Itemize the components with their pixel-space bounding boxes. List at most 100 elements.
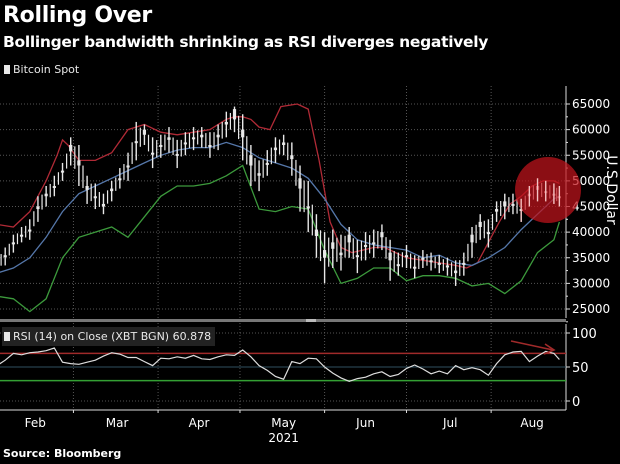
price-tick-label: 50000	[572, 174, 610, 188]
price-candle	[306, 206, 310, 209]
price-tick-label: 60000	[572, 123, 610, 137]
price-candle	[118, 178, 122, 181]
rsi-tick-label: 50	[572, 361, 589, 376]
price-candle	[437, 262, 441, 265]
price-candle	[462, 262, 466, 265]
price-candle	[445, 265, 450, 268]
price-candle	[60, 170, 65, 173]
price-candle	[290, 155, 294, 160]
price-candle	[331, 242, 335, 249]
price-candle	[36, 206, 40, 210]
panel-resize-handle	[306, 319, 316, 322]
price-candle	[470, 234, 474, 243]
price-candle	[421, 257, 425, 260]
price-candle	[175, 153, 179, 156]
price-candle	[216, 134, 220, 138]
price-candle	[396, 264, 400, 267]
upper-bollinger-band	[0, 103, 560, 269]
price-candle	[413, 266, 417, 269]
price-candle	[151, 152, 155, 155]
month-label: Aug	[520, 416, 543, 430]
price-candle	[241, 129, 245, 138]
price-candle	[298, 178, 302, 189]
price-candle	[314, 229, 319, 236]
price-candle	[52, 186, 56, 188]
chart-subtitle: Bollinger bandwidth shrinking as RSI div…	[3, 33, 489, 51]
price-tick-label: 35000	[572, 251, 610, 265]
price-tick-label: 30000	[572, 276, 610, 290]
rsi-legend-label: RSI (14) on Close (XBT BGN) 60.878	[13, 330, 212, 343]
highlight-circle	[515, 157, 581, 223]
rsi-legend: RSI (14) on Close (XBT BGN) 60.878	[2, 327, 216, 346]
price-candle	[249, 155, 253, 166]
price-candle	[454, 270, 458, 274]
rsi-line	[0, 347, 560, 382]
price-candle	[265, 162, 269, 165]
price-candle	[93, 196, 97, 199]
legend-swatch	[4, 65, 10, 74]
price-candle	[3, 255, 7, 258]
price-candle	[282, 142, 286, 145]
price-candle	[126, 165, 130, 168]
price-candle	[167, 137, 171, 140]
month-label: Jul	[442, 416, 457, 430]
rsi-divergence-arrow	[510, 340, 554, 351]
price-candle	[85, 186, 89, 190]
panel-separator	[0, 319, 566, 322]
price-candle	[323, 250, 327, 258]
price-candle	[388, 252, 392, 261]
price-candle	[19, 234, 24, 237]
source-note: Source: Bloomberg	[3, 447, 122, 460]
price-candle	[355, 255, 359, 258]
price-candle	[339, 252, 343, 256]
price-candle	[191, 137, 196, 140]
price-candle	[28, 229, 32, 232]
price-candle	[494, 209, 499, 212]
price-candle	[380, 232, 384, 238]
price-candle	[77, 160, 81, 166]
price-candle	[69, 145, 73, 152]
price-candle	[159, 145, 163, 147]
price-candle	[183, 142, 187, 145]
rsi-tick-label: 0	[572, 395, 580, 410]
rsi-legend-swatch	[4, 332, 10, 341]
price-candle	[44, 193, 48, 197]
price-candle	[232, 109, 237, 120]
price-candle	[429, 260, 433, 263]
price-candle	[101, 203, 106, 207]
price-tick-label: 65000	[572, 97, 610, 111]
price-candle	[11, 242, 15, 245]
price-candle	[208, 145, 212, 147]
month-label: May	[271, 416, 296, 430]
price-candle	[478, 221, 482, 227]
price-candle	[257, 173, 261, 176]
price-tick-label: 25000	[572, 302, 610, 316]
month-label: Apr	[189, 416, 210, 430]
price-candle	[273, 147, 278, 151]
price-tick-label: 55000	[572, 148, 610, 162]
legend: Bitcoin Spot	[4, 63, 79, 76]
chart-title: Rolling Over	[3, 3, 152, 28]
price-candle	[224, 121, 228, 125]
price-candle	[200, 134, 204, 138]
price-candle	[347, 234, 351, 243]
price-tick-label: 45000	[572, 200, 610, 214]
price-candle	[363, 244, 368, 247]
month-label: Feb	[25, 416, 46, 430]
price-candle	[486, 232, 490, 235]
price-candle	[404, 255, 409, 258]
middle-bollinger-band	[0, 141, 560, 273]
price-candle	[372, 242, 376, 245]
price-candle	[503, 201, 507, 207]
rsi-tick-label: 100	[572, 327, 597, 342]
price-axis-title: U.S Dollar	[603, 155, 619, 225]
arrow-head-icon	[543, 343, 556, 355]
year-label: 2021	[268, 431, 299, 445]
price-candle	[142, 129, 147, 135]
month-label: Jun	[355, 416, 375, 430]
price-candle	[134, 141, 138, 144]
legend-label: Bitcoin Spot	[13, 63, 80, 76]
price-candle	[110, 188, 114, 192]
price-tick-label: 40000	[572, 225, 610, 239]
